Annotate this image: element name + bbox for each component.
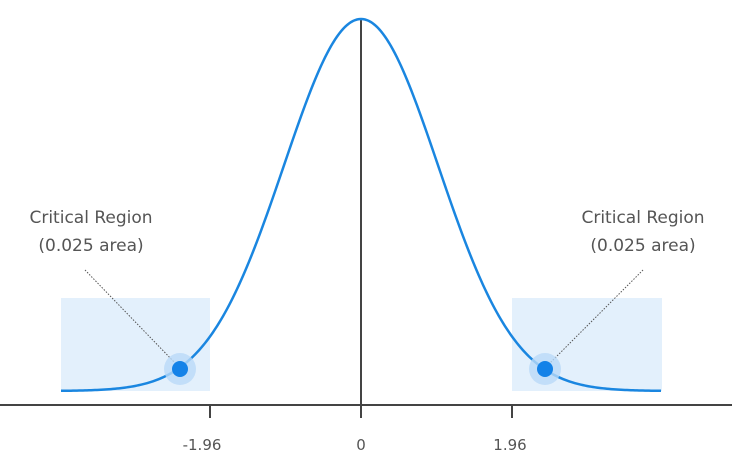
- left-annotation: Critical Region (0.025 area): [0, 208, 182, 256]
- tick-label-zero: 0: [356, 436, 366, 454]
- right-annotation-area: (0.025 area): [590, 236, 696, 256]
- right-annotation: Critical Region (0.025 area): [552, 208, 732, 256]
- right-annotation-title: Critical Region: [581, 208, 705, 228]
- left-marker-dot: [172, 361, 188, 377]
- right-marker-dot: [537, 361, 553, 377]
- tick-label-neg: -1.96: [182, 436, 222, 454]
- left-leader-line: [84, 269, 177, 365]
- tick-label-pos: 1.96: [493, 436, 527, 454]
- right-leader-line: [548, 269, 644, 365]
- left-annotation-area: (0.025 area): [38, 236, 144, 256]
- normal-curve: [60, 17, 662, 393]
- left-annotation-title: Critical Region: [29, 208, 153, 228]
